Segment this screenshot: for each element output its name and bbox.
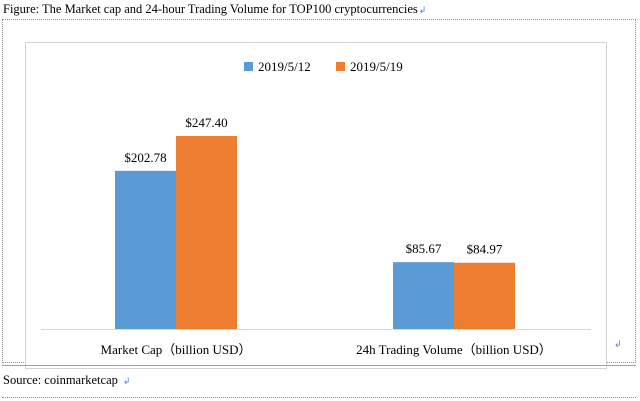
legend-swatch-2019-5-12 (244, 62, 253, 71)
category-label: 24h Trading Volume（billion USD） (356, 342, 552, 357)
data-label: $247.40 (185, 115, 227, 130)
legend-swatch-2019-5-19 (336, 62, 345, 71)
paragraph-mark-icon: ↲ (122, 377, 131, 387)
figure-frame-bottom (2, 397, 636, 398)
bar-chart: $202.78 $85.67 $247.40 $84.97 Market Cap（bil… (41, 59, 591, 357)
figure-caption: Figure: The Market cap and 24-hour Tradi… (3, 1, 426, 19)
source-divider (2, 365, 636, 366)
source-text: Source: coinmarketcap (3, 373, 118, 387)
figure-caption-text: Figure: The Market cap and 24-hour Tradi… (3, 2, 418, 16)
paragraph-mark-icon: ↲ (418, 6, 427, 16)
data-label: $84.97 (467, 242, 503, 257)
data-label: $202.78 (124, 150, 166, 165)
bar-2019-5-19-market-cap (176, 136, 237, 329)
bar-2019-5-12-market-cap (115, 170, 176, 329)
paragraph-mark-icon: ↲ (614, 340, 622, 350)
bar-2019-5-12-trading-volume (393, 262, 454, 329)
chart-area: $202.78 $85.67 $247.40 $84.97 Market Cap（bil… (25, 42, 607, 369)
category-label: Market Cap（billion USD） (101, 342, 252, 357)
legend-label: 2019/5/12 (258, 59, 311, 74)
figure-frame: $202.78 $85.67 $247.40 $84.97 Market Cap（bil… (2, 19, 636, 369)
data-label: $85.67 (406, 241, 442, 256)
legend-label: 2019/5/19 (350, 59, 403, 74)
source-note: Source: coinmarketcap ↲ (3, 372, 130, 390)
bar-2019-5-19-trading-volume (454, 262, 515, 329)
